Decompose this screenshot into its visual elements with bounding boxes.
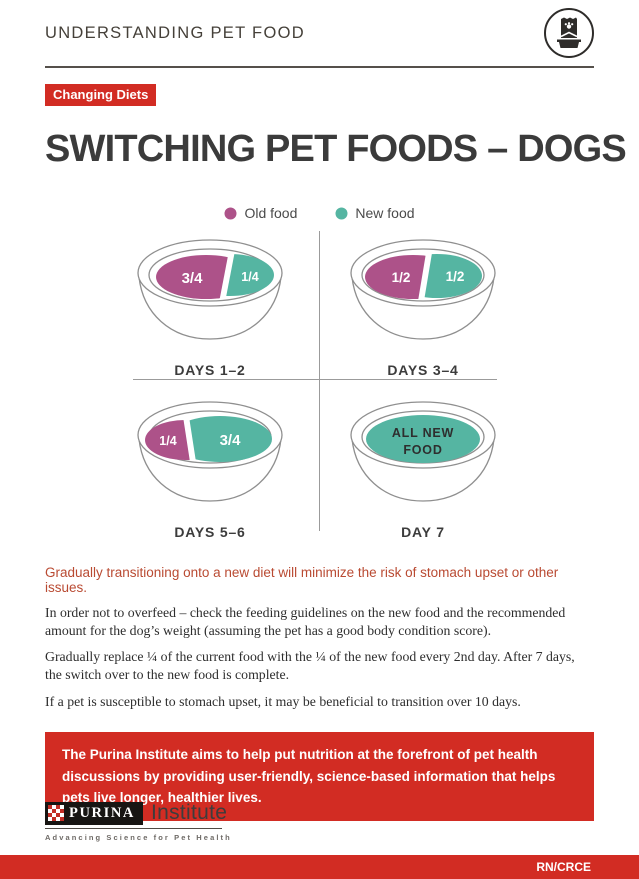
lead-sentence: Gradually transitioning onto a new diet …: [45, 565, 559, 595]
pet-food-bag-icon: [544, 8, 594, 58]
legend-label-new: New food: [355, 205, 415, 221]
section-badge: Changing Diets: [45, 84, 157, 106]
paragraph-replace-quarter: Gradually replace ¼ of the current food …: [45, 649, 575, 682]
purina-wordmark-box: PURINA: [45, 801, 143, 825]
bowl-body: [351, 438, 495, 502]
pet-food-bag-bowl-glyph: [557, 17, 581, 48]
logo-row: PURINA Institute: [45, 801, 232, 825]
old-fraction-label: 1/4: [159, 434, 176, 448]
new-fraction-label: 1/2: [446, 269, 465, 284]
paragraph-stomach-upset: If a pet is susceptible to stomach upset…: [45, 693, 521, 709]
old-fraction-label: 3/4: [182, 270, 204, 287]
page-title: SWITCHING PET FOODS – DOGS: [45, 128, 627, 170]
bottom-bar: RN/CRCE: [0, 855, 639, 879]
legend-label-old: Old food: [244, 205, 298, 221]
new-fraction-label: 3/4: [220, 432, 242, 449]
header-title: UNDERSTANDING PET FOOD: [45, 24, 305, 42]
purina-wordmark: PURINA: [69, 804, 135, 821]
new-food-dot-circle: [335, 207, 348, 219]
bowl-diagram: 3/4 1/4 DAYS 1–2 1/2: [45, 229, 594, 541]
bowl-graphic-days-3-4: 1/2 1/2: [350, 239, 496, 340]
legend-item-new-food: New food: [335, 205, 415, 221]
bowl-body: [138, 276, 282, 340]
vertical-divider: [319, 231, 320, 531]
new-food-portion: [422, 254, 482, 298]
logo-tagline: Advancing Science for Pet Health: [45, 833, 232, 842]
horizontal-divider: [133, 379, 497, 380]
purina-checkerboard-icon: [48, 805, 64, 821]
bowl-cell-days-5-6: 1/4 3/4 DAYS 5–6: [130, 397, 290, 540]
legend: Old food New food: [45, 205, 594, 221]
old-food-dot-circle: [224, 207, 237, 219]
header-divider: [45, 66, 594, 68]
new-food-portion: [366, 415, 480, 463]
document-code: RN/CRCE: [536, 860, 591, 874]
bowl-cell-days-3-4: 1/2 1/2 DAYS 3–4: [343, 235, 503, 378]
bowl-graphic-days-5-6: 1/4 3/4: [137, 401, 283, 502]
body-copy: In order not to overfeed – check the fee…: [45, 604, 594, 710]
new-food-dot: [335, 207, 348, 219]
all-new-food-label-line1: ALL NEW: [392, 426, 454, 440]
bowl-day-label: DAYS 1–2: [174, 362, 246, 378]
purina-institute-logo: PURINA Institute Advancing Science for P…: [45, 801, 232, 842]
institute-wordmark: Institute: [151, 801, 228, 824]
bowl-graphic-day-7: ALL NEW FOOD: [350, 401, 496, 502]
bowl-body: [351, 276, 495, 340]
old-food-portion: [365, 255, 429, 299]
logo-underline: [45, 828, 222, 829]
all-new-food-label-line2: FOOD: [403, 443, 442, 457]
page-header: UNDERSTANDING PET FOOD: [45, 0, 594, 58]
old-food-portion: [145, 420, 192, 460]
bowl-day-label: DAYS 5–6: [174, 524, 246, 540]
bowl-body: [138, 438, 282, 502]
paragraph-feeding-guidelines: In order not to overfeed – check the fee…: [45, 605, 566, 638]
bowl-cell-day-7: ALL NEW FOOD DAY 7: [343, 397, 503, 540]
bowl-day-label: DAYS 3–4: [387, 362, 459, 378]
legend-item-old-food: Old food: [224, 205, 297, 221]
new-fraction-label: 1/4: [241, 270, 258, 284]
old-fraction-label: 1/2: [392, 270, 411, 285]
bowl-day-label: DAY 7: [401, 524, 445, 540]
bowl-cell-days-1-2: 3/4 1/4 DAYS 1–2: [130, 235, 290, 378]
bowl-graphic-days-1-2: 3/4 1/4: [137, 239, 283, 340]
old-food-dot: [224, 207, 237, 219]
